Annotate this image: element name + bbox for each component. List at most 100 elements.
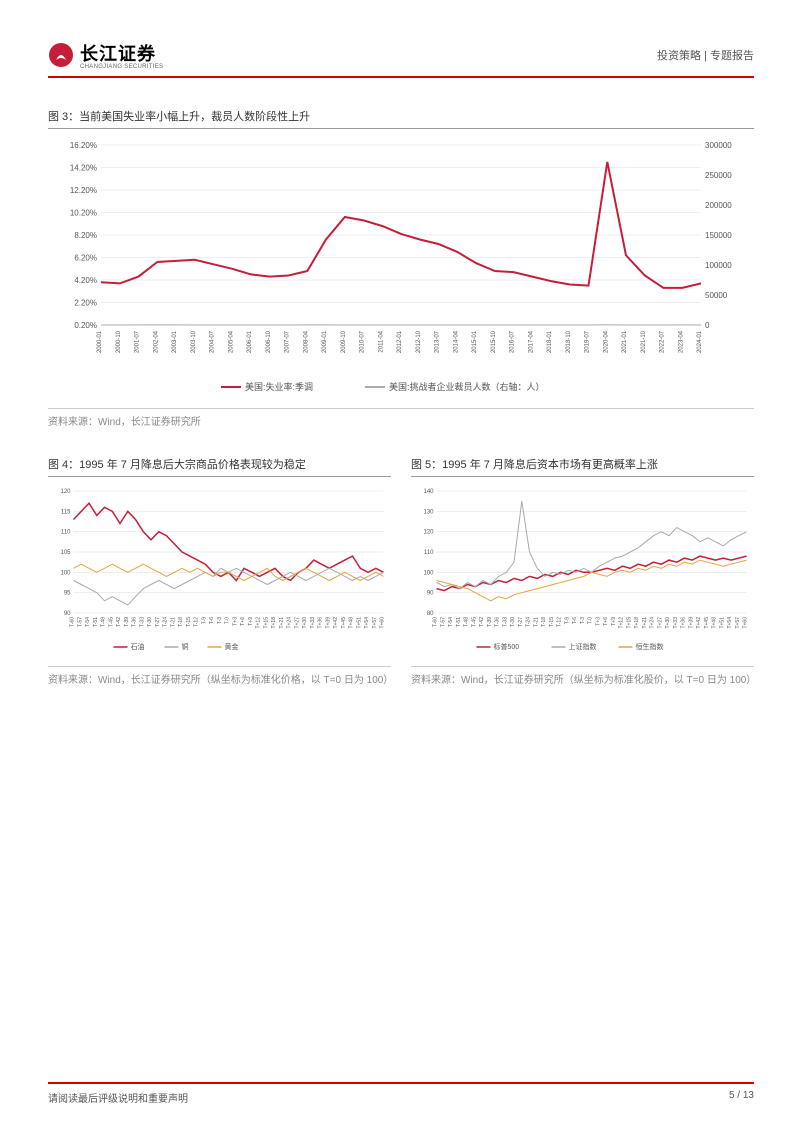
figure-5-title: 图 5：1995 年 7 月降息后资本市场有更高概率上涨	[411, 456, 754, 477]
figure-5-source: 资料来源：Wind，长江证券研究所（纵坐标为标准化股价，以 T=0 日为 100…	[411, 666, 754, 686]
svg-text:T-15: T-15	[549, 617, 555, 627]
svg-text:0: 0	[705, 321, 710, 330]
svg-text:T+51: T+51	[356, 617, 362, 629]
svg-text:2003-10: 2003-10	[191, 330, 197, 353]
svg-text:2006-01: 2006-01	[247, 330, 253, 353]
svg-text:2018-10: 2018-10	[566, 330, 572, 353]
svg-text:110: 110	[424, 550, 434, 556]
svg-text:T+3: T+3	[232, 617, 238, 626]
svg-text:140: 140	[423, 489, 434, 495]
svg-text:2015-01: 2015-01	[472, 330, 478, 353]
svg-text:T-21: T-21	[533, 617, 539, 627]
figure-5-chart: 8090100110120130140T-60T-57T-54T-51T-48T…	[411, 483, 754, 653]
svg-text:T+57: T+57	[735, 617, 741, 629]
svg-text:T-18: T-18	[541, 617, 547, 627]
svg-text:T+54: T+54	[364, 617, 370, 629]
svg-text:80: 80	[427, 611, 434, 617]
svg-text:T-45: T-45	[471, 617, 477, 627]
svg-text:2014-04: 2014-04	[453, 330, 459, 353]
svg-text:T-6: T-6	[209, 617, 215, 624]
svg-text:2023-04: 2023-04	[678, 330, 684, 353]
svg-text:T-6: T-6	[572, 617, 578, 624]
svg-text:T+12: T+12	[619, 617, 625, 629]
svg-text:T+27: T+27	[657, 617, 663, 629]
figure-4-chart: 9095100105110115120T-60T-57T-54T-51T-48T…	[48, 483, 391, 653]
svg-text:T-24: T-24	[526, 617, 532, 627]
svg-text:上证指数: 上证指数	[569, 642, 597, 651]
svg-text:T+27: T+27	[294, 617, 300, 629]
svg-text:T-57: T-57	[77, 617, 83, 627]
svg-text:2.20%: 2.20%	[74, 299, 97, 308]
svg-text:90: 90	[64, 611, 71, 617]
svg-text:T-60: T-60	[70, 617, 76, 627]
svg-text:T-48: T-48	[464, 617, 470, 627]
figure-3-title: 图 3：当前美国失业率小幅上升，裁员人数阶段性上升	[48, 108, 754, 129]
svg-text:2009-01: 2009-01	[322, 330, 328, 353]
svg-text:120: 120	[60, 489, 71, 495]
figure-4: 图 4：1995 年 7 月降息后大宗商品价格表现较为稳定 9095100105…	[48, 456, 391, 686]
svg-text:T+33: T+33	[673, 617, 679, 629]
svg-text:T-12: T-12	[194, 617, 200, 627]
svg-text:T-51: T-51	[456, 617, 462, 627]
svg-text:T-18: T-18	[178, 617, 184, 627]
svg-text:200000: 200000	[705, 201, 732, 210]
figure-5: 图 5：1995 年 7 月降息后资本市场有更高概率上涨 80901001101…	[411, 456, 754, 686]
svg-text:95: 95	[64, 591, 71, 597]
svg-text:T-36: T-36	[495, 617, 501, 627]
svg-text:T-54: T-54	[448, 617, 454, 627]
svg-text:T+30: T+30	[665, 617, 671, 629]
svg-text:T+21: T+21	[279, 617, 285, 629]
svg-text:T+15: T+15	[626, 617, 632, 629]
svg-text:150000: 150000	[705, 231, 732, 240]
svg-text:T-45: T-45	[108, 617, 114, 627]
svg-text:100: 100	[423, 570, 434, 576]
svg-text:300000: 300000	[705, 141, 732, 150]
svg-text:T+39: T+39	[325, 617, 331, 629]
svg-text:2006-10: 2006-10	[266, 330, 272, 353]
svg-text:T-42: T-42	[479, 617, 485, 627]
svg-text:标普500: 标普500	[494, 642, 520, 651]
svg-text:100000: 100000	[705, 261, 732, 270]
svg-text:T-48: T-48	[101, 617, 107, 627]
svg-text:110: 110	[61, 530, 71, 536]
svg-text:2009-10: 2009-10	[341, 330, 347, 353]
svg-text:12.20%: 12.20%	[70, 186, 97, 195]
figure-4-title: 图 4：1995 年 7 月降息后大宗商品价格表现较为稳定	[48, 456, 391, 477]
svg-text:T-15: T-15	[186, 617, 192, 627]
svg-text:T+36: T+36	[681, 617, 687, 629]
svg-text:T-60: T-60	[433, 617, 439, 627]
svg-text:T-3: T-3	[217, 617, 223, 624]
svg-text:2002-04: 2002-04	[153, 330, 159, 353]
svg-text:T+6: T+6	[603, 617, 609, 626]
page-header: 长江证券 CHANGJIANG SECURITIES 投资策略 | 专题报告	[48, 40, 754, 78]
svg-text:2012-01: 2012-01	[397, 330, 403, 353]
svg-text:黄金: 黄金	[225, 642, 239, 651]
svg-text:130: 130	[423, 509, 434, 515]
svg-text:2015-10: 2015-10	[491, 330, 497, 353]
svg-text:T+21: T+21	[642, 617, 648, 629]
svg-text:石油: 石油	[131, 642, 145, 651]
svg-text:2000-01: 2000-01	[97, 330, 103, 353]
svg-text:T+54: T+54	[727, 617, 733, 629]
svg-text:T-39: T-39	[124, 617, 130, 627]
svg-text:T-33: T-33	[139, 617, 145, 627]
svg-text:2003-01: 2003-01	[172, 330, 178, 353]
svg-text:T-27: T-27	[155, 617, 161, 627]
svg-text:250000: 250000	[705, 171, 732, 180]
svg-text:T-24: T-24	[163, 617, 169, 627]
svg-text:铜: 铜	[182, 642, 189, 651]
doc-category: 投资策略 | 专题报告	[657, 47, 754, 63]
svg-text:T+48: T+48	[712, 617, 718, 629]
svg-text:T-0: T-0	[588, 617, 594, 624]
svg-text:14.20%: 14.20%	[70, 164, 97, 173]
svg-text:2020-04: 2020-04	[603, 330, 609, 353]
svg-text:2024-01: 2024-01	[697, 330, 703, 353]
svg-text:美国:挑战者企业裁员人数（右轴：人）: 美国:挑战者企业裁员人数（右轴：人）	[389, 381, 545, 392]
svg-text:T+57: T+57	[372, 617, 378, 629]
svg-text:2021-01: 2021-01	[622, 330, 628, 353]
svg-text:T+42: T+42	[333, 617, 339, 629]
svg-text:T-57: T-57	[440, 617, 446, 627]
svg-text:2005-04: 2005-04	[228, 330, 234, 353]
svg-text:T+36: T+36	[318, 617, 324, 629]
svg-text:T-33: T-33	[502, 617, 508, 627]
